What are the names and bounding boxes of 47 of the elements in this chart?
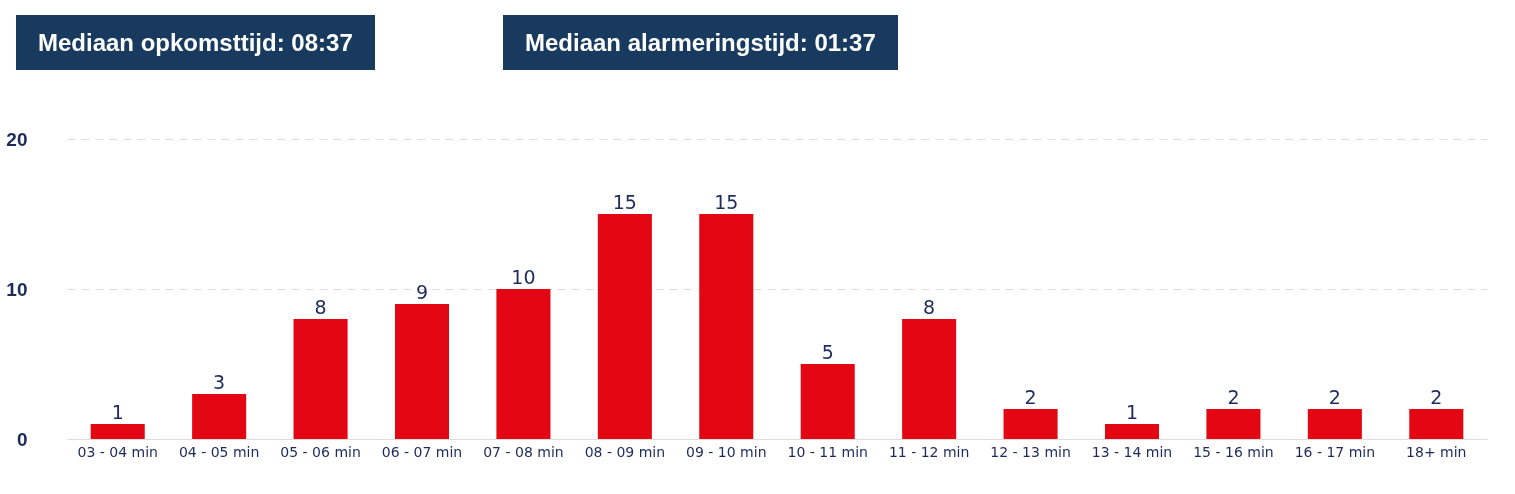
data-label: 9 <box>415 281 429 303</box>
y-tick-label: 0 <box>16 428 28 450</box>
bar <box>496 289 551 439</box>
x-tick-label: 04 - 05 min <box>178 443 260 460</box>
data-label: 10 <box>511 266 536 288</box>
x-tick-label: 18+ min <box>1406 443 1467 460</box>
data-label: 8 <box>314 296 327 318</box>
data-label: 2 <box>1024 386 1037 408</box>
x-tick-label: 10 - 11 min <box>787 443 868 460</box>
data-label: 1 <box>111 401 124 423</box>
x-tick-label: 09 - 10 min <box>686 443 767 460</box>
data-label: 2 <box>1328 386 1341 408</box>
bar <box>800 364 855 439</box>
x-tick-label: 15 - 16 min <box>1193 443 1274 460</box>
y-tick-label: 20 <box>6 128 28 150</box>
data-label: 2 <box>1227 386 1240 408</box>
y-tick-label: 10 <box>6 278 28 300</box>
x-tick-label: 06 - 07 min <box>381 443 463 460</box>
bar <box>192 394 247 439</box>
data-label: 8 <box>923 296 936 318</box>
x-tick-label: 03 - 04 min <box>77 443 158 460</box>
data-label: 3 <box>213 371 226 393</box>
x-tick-label: 13 - 14 min <box>1091 443 1173 460</box>
text: Mediaan alarmeringstijd: 01:37 <box>503 15 898 70</box>
x-tick-label: 08 - 09 min <box>584 443 666 460</box>
bar <box>1206 409 1261 439</box>
bar <box>394 304 450 439</box>
bar <box>1003 409 1058 439</box>
bar <box>597 214 652 439</box>
data-label: 15 <box>612 191 637 213</box>
x-tick-label: 12 - 13 min <box>990 443 1071 460</box>
bar <box>902 319 957 439</box>
x-tick-label: 07 - 08 min <box>483 443 564 460</box>
bar <box>90 424 145 439</box>
text: Mediaan opkomsttijd: 08:37 <box>16 15 375 70</box>
x-tick-label: 16 - 17 min <box>1294 443 1376 460</box>
x-tick-label: 05 - 06 min <box>280 443 361 460</box>
bar <box>1307 409 1362 439</box>
x-tick-label: 11 - 12 min <box>888 443 970 460</box>
bar <box>293 319 348 439</box>
bar <box>699 214 754 439</box>
data-label: 15 <box>714 191 739 213</box>
data-label: 5 <box>821 341 834 363</box>
bar <box>1409 409 1464 439</box>
bar <box>1104 424 1160 439</box>
data-label: 1 <box>1125 401 1139 423</box>
data-label: 2 <box>1430 386 1443 408</box>
